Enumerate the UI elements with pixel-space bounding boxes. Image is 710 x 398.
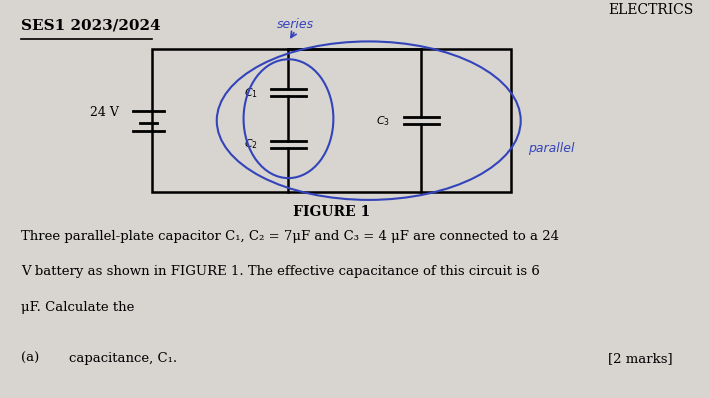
Text: [2 marks]: [2 marks]	[608, 352, 672, 365]
Text: (a): (a)	[21, 352, 39, 365]
Text: parallel: parallel	[528, 142, 574, 155]
Text: μF. Calculate the: μF. Calculate the	[21, 301, 134, 314]
Text: ELECTRICS: ELECTRICS	[608, 3, 693, 17]
Text: FIGURE 1: FIGURE 1	[293, 205, 370, 219]
Text: V battery as shown in FIGURE 1. The effective capacitance of this circuit is 6: V battery as shown in FIGURE 1. The effe…	[21, 265, 540, 278]
Text: series: series	[277, 18, 314, 31]
Text: $C_1$: $C_1$	[244, 86, 258, 100]
Text: Three parallel-plate capacitor C₁, C₂ = 7μF and C₃ = 4 μF are connected to a 24: Three parallel-plate capacitor C₁, C₂ = …	[21, 230, 559, 242]
Text: $C_3$: $C_3$	[376, 114, 390, 128]
Text: capacitance, C₁.: capacitance, C₁.	[69, 352, 178, 365]
Text: SES1 2023/2024: SES1 2023/2024	[21, 19, 160, 33]
Bar	[152, 49, 511, 192]
Text: $C_2$: $C_2$	[244, 138, 258, 151]
Text: 24 V: 24 V	[89, 106, 119, 119]
